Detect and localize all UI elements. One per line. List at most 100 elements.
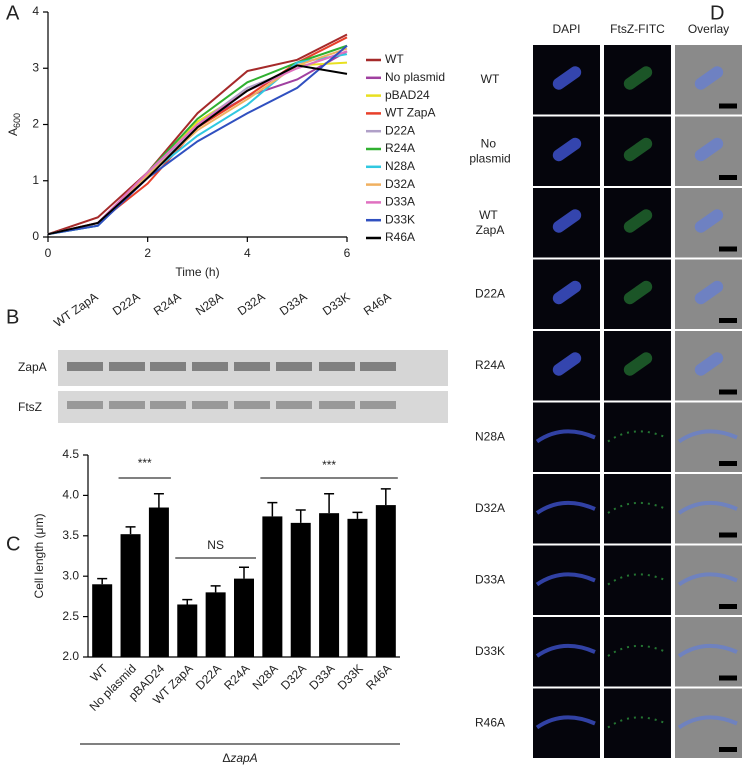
x-tick-label: WT (87, 661, 111, 685)
cell (694, 209, 724, 233)
series-line (47, 53, 348, 236)
row-label: No plasmid (469, 136, 510, 165)
series-line (47, 61, 348, 236)
error-bar (324, 493, 335, 514)
error-bar (352, 511, 363, 519)
significance-label: *** (138, 456, 152, 470)
filament (535, 501, 596, 515)
cell (552, 66, 582, 90)
blot-band (192, 362, 228, 371)
blot-image (58, 350, 448, 423)
filament (677, 429, 738, 444)
y-tick-label: 2.0 (62, 649, 79, 663)
series-line (47, 50, 348, 236)
significance-label: NS (207, 538, 224, 552)
panel-label: D (710, 2, 724, 24)
legend-label: pBAD24 (385, 88, 430, 102)
bar (290, 522, 311, 657)
scale-bar (719, 389, 737, 395)
legend-label: D33K (385, 212, 415, 226)
bar (319, 513, 340, 657)
legend-label: D33A (385, 195, 415, 209)
blot-band (360, 401, 396, 409)
lane-label: WT ZapA (51, 290, 100, 330)
lane-label: D22A (110, 290, 143, 319)
y-axis-label-sub: 600 (12, 113, 22, 128)
column-label: DAPI (552, 22, 580, 36)
bar (262, 516, 283, 657)
blot-band (67, 362, 103, 371)
y-axis-label: A600 (6, 113, 22, 136)
blot-band (150, 401, 186, 409)
row-label: ZapA (18, 360, 47, 374)
blot-band (360, 362, 396, 371)
cell (552, 280, 582, 305)
cell (552, 352, 582, 376)
cell (694, 280, 724, 305)
series-line (47, 50, 348, 236)
series-line (47, 33, 348, 236)
legend-label: R24A (385, 141, 415, 155)
x-tick-label: D22A (193, 661, 224, 692)
x-axis-label: Time (h) (175, 265, 219, 279)
y-axis-label: Cell length (μm) (32, 514, 46, 599)
y-tick-label: 2 (32, 117, 39, 131)
row-label: WT ZapA (476, 208, 505, 237)
scale-bar (719, 675, 737, 681)
cell (623, 280, 653, 305)
filament (535, 715, 596, 730)
error-bar (239, 566, 249, 579)
blot-band (109, 362, 145, 371)
x-tick-label: N28A (250, 661, 281, 692)
legend-label: R46A (385, 230, 415, 244)
x-tick-label: D32A (278, 661, 309, 692)
series-line (47, 44, 348, 236)
y-axis-label-main: A (6, 128, 20, 136)
cell (623, 209, 653, 233)
cell (552, 137, 582, 162)
blot-band (150, 362, 186, 371)
bar (148, 507, 169, 657)
cell (694, 137, 724, 162)
bar (347, 518, 368, 657)
x-tick-label: 0 (45, 246, 52, 260)
filament (607, 502, 667, 514)
blot-band (234, 401, 270, 409)
filament (535, 429, 596, 444)
error-bar (125, 526, 136, 535)
row-label: R24A (475, 358, 505, 372)
x-tick-label: 4 (244, 246, 251, 260)
lane-label: R24A (151, 290, 184, 319)
filament (535, 644, 596, 658)
bar (205, 592, 226, 657)
blot-band (109, 401, 145, 409)
cell (694, 352, 724, 376)
x-axis-label: ΔzapA (222, 751, 257, 765)
blot-band (234, 362, 270, 371)
bar (234, 578, 254, 657)
cell (623, 66, 653, 90)
scale-bar (719, 103, 737, 109)
x-tick-label: R24A (221, 661, 252, 692)
scale-bar (719, 747, 737, 752)
series-line (47, 44, 348, 236)
row-label: D33K (475, 644, 505, 658)
row-label: D32A (475, 501, 505, 515)
x-axis-label-italic: zapA (229, 751, 257, 765)
row-label: D33A (475, 572, 505, 586)
y-tick-label: 3.0 (62, 568, 79, 582)
scale-bar (719, 604, 737, 609)
y-tick-label: 3.5 (62, 528, 79, 542)
legend-label: WT ZapA (385, 106, 435, 120)
bar (177, 604, 198, 657)
y-tick-label: 1 (32, 173, 39, 187)
scale-bar (719, 318, 737, 323)
legend-label: N28A (385, 159, 415, 173)
blot-band (67, 401, 103, 409)
series-line (47, 64, 348, 236)
scale-bar (719, 532, 737, 538)
row-label: R46A (475, 715, 505, 729)
blot-band (276, 362, 312, 371)
y-tick-label: 3 (32, 60, 39, 74)
blot-band (192, 401, 228, 409)
